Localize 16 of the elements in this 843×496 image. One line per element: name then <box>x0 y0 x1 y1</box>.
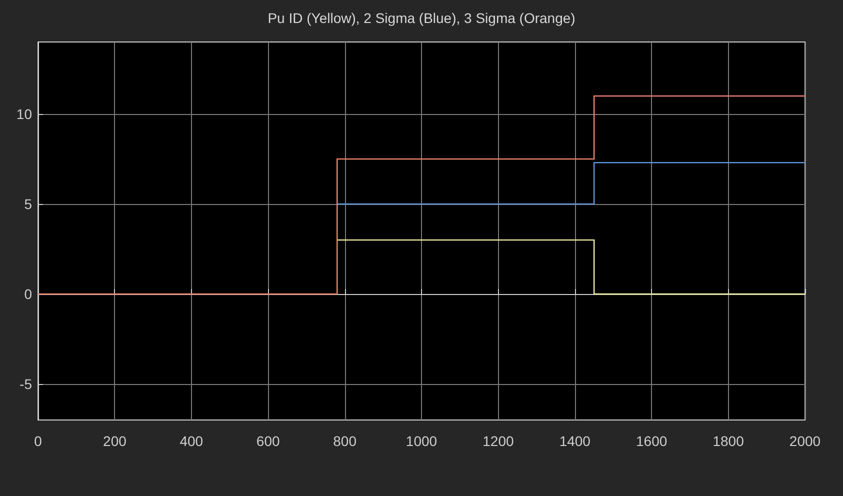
y-tick-label: 5 <box>24 196 32 212</box>
x-tick-label: 1800 <box>712 433 744 449</box>
x-tick-label: 1400 <box>559 433 591 449</box>
y-tick-label: 10 <box>16 106 32 122</box>
x-tick-label: 200 <box>103 433 127 449</box>
x-tick-label: 1600 <box>636 433 668 449</box>
y-tick-label: 0 <box>24 286 32 302</box>
x-tick-label: 400 <box>180 433 204 449</box>
x-tick-label: 600 <box>256 433 280 449</box>
x-tick-label: 1200 <box>482 433 514 449</box>
chart-title: Pu ID (Yellow), 2 Sigma (Blue), 3 Sigma (Orange) <box>268 10 576 26</box>
y-tick-label: -5 <box>20 376 32 392</box>
x-tick-label: 800 <box>333 433 357 449</box>
x-tick-label: 1000 <box>406 433 438 449</box>
x-tick-label: 2000 <box>789 433 821 449</box>
x-tick-label: 0 <box>34 433 42 449</box>
